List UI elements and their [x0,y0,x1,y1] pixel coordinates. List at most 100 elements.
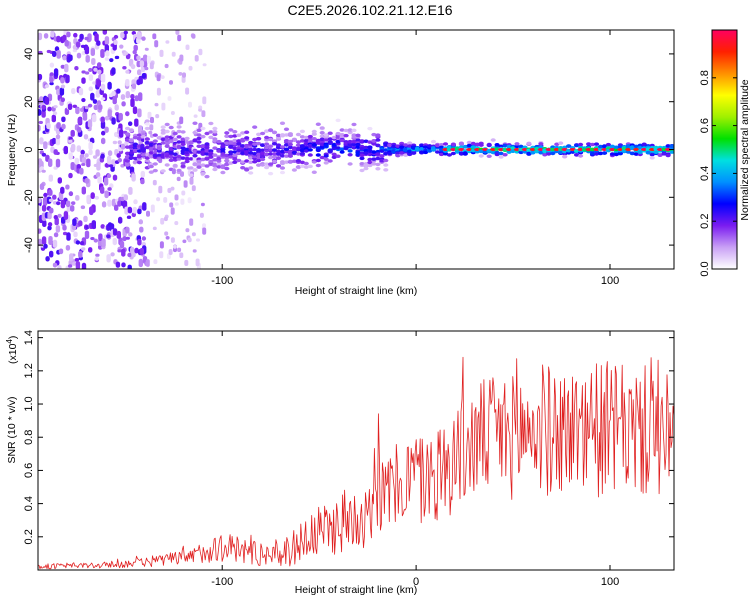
spectrogram-cell [189,218,194,226]
snr-ytick-label: 1.4 [23,330,35,345]
spectrogram-cell [268,148,274,152]
spectrogram-cell [100,153,105,159]
spectrogram-cell [240,151,246,155]
spectrogram-cell [168,155,174,159]
spectrogram-cell [518,147,524,152]
spectrogram-cells [38,30,674,269]
spectrogram-cell [90,48,95,56]
spectrogram-cell [107,109,112,118]
spectrogram-cell [80,149,85,155]
spectrogram-cell [363,163,369,168]
spectrogram-cell [327,140,333,144]
spectrogram-cell [56,122,61,129]
spectrogram-cell [287,152,293,156]
spectrogram-cell [172,245,177,249]
spectrogram-cell [125,111,130,117]
spectrogram-cell [355,138,361,142]
spectrogram-cell [228,150,234,154]
spectrogram-cell [63,211,69,220]
spectrogram-cell [49,75,54,83]
spectrogram-cell [70,129,75,137]
spectrogram-cell [188,101,192,108]
spectrogram-cell [283,127,290,131]
spectrogram-cell [371,150,377,154]
spectrogram-cell [78,38,83,42]
spectrogram-cell [462,144,468,149]
spectrogram-cell [61,123,66,130]
spectrogram-cell [434,150,441,154]
spectrogram-cell [279,133,286,137]
spectrogram-cell [299,139,305,143]
spectrogram-cell [141,236,147,241]
spectrogram-cell [136,160,142,165]
spectrogram-cell [128,144,134,148]
spectrogram-cell [132,135,138,140]
spectrogram-cell [271,152,278,156]
spectrogram-cell [155,114,160,119]
spectrogram-cell [84,153,89,158]
colorbar-label: Normalized spectral amplitude [739,79,750,220]
spectrogram-cell [327,131,333,135]
spectrogram-cell [152,154,158,158]
spectrogram-ytick-label: 0 [23,146,35,152]
spectrogram-cell [371,139,377,143]
spectrogram-cell [407,144,413,148]
spectrogram-cell [69,253,74,262]
spectrogram-cell [601,144,608,148]
spectrogram-cell [375,143,381,148]
spectrogram-cell [478,149,484,154]
spectrogram-cell [164,122,170,127]
spectrogram-cell [118,216,123,224]
spectrogram-cell [65,74,70,84]
spectrogram-cell [279,149,286,154]
spectrogram-cell [137,238,142,246]
spectrogram-cell [570,150,576,154]
spectrogram-cell [62,224,67,231]
spectrogram-cell [117,158,122,163]
spectrogram-cell [164,154,170,158]
spectrogram-cell [224,141,230,145]
spectrogram-cell [391,150,397,154]
spectrogram-cell [171,168,176,175]
spectrogram-cell [95,149,100,157]
spectrogram-cell [256,148,262,152]
spectrogram-cell [256,158,262,163]
spectrogram-cell [123,194,128,201]
spectrogram-cell [168,139,174,144]
spectrogram-cell [100,83,106,91]
spectrogram-cell [179,54,184,62]
spectrogram-cell [252,125,258,129]
spectrogram-cell [134,95,139,102]
spectrogram-cell [178,72,183,76]
spectrogram-cell [291,148,297,152]
spectrogram-cell [307,148,313,152]
spectrogram-cell [514,144,520,149]
spectrogram-cell [307,139,313,144]
spectrogram-cell [168,249,173,255]
spectrogram-cell [546,152,552,156]
spectrogram-cell [41,110,46,118]
snr-ytick-label: 0.6 [23,463,35,478]
spectrogram-cell [90,92,95,101]
spectrogram-cell [617,145,623,149]
spectrogram-cell [359,162,365,166]
spectrogram-cell [605,142,611,147]
spectrogram-cell [192,168,198,172]
spectrogram-cell [307,153,313,157]
spectrogram-cell [96,40,101,46]
spectrogram-cell [92,114,97,123]
spectrogram-cell [196,144,202,148]
spectrogram-cell [132,143,138,147]
spectrogram-cell [156,87,161,96]
spectrogram-cell [88,141,93,150]
spectrogram-cell [112,95,117,105]
spectrogram-cell [442,152,449,156]
spectrogram-cell [133,199,138,205]
spectrogram-cell [81,70,86,74]
spectrogram-cell [90,192,95,199]
spectrogram-cell [192,156,197,165]
spectrogram-cell [160,125,166,129]
spectrogram-cell [271,155,278,159]
spectrogram-cell [275,149,282,154]
spectrogram-cell [174,194,179,201]
